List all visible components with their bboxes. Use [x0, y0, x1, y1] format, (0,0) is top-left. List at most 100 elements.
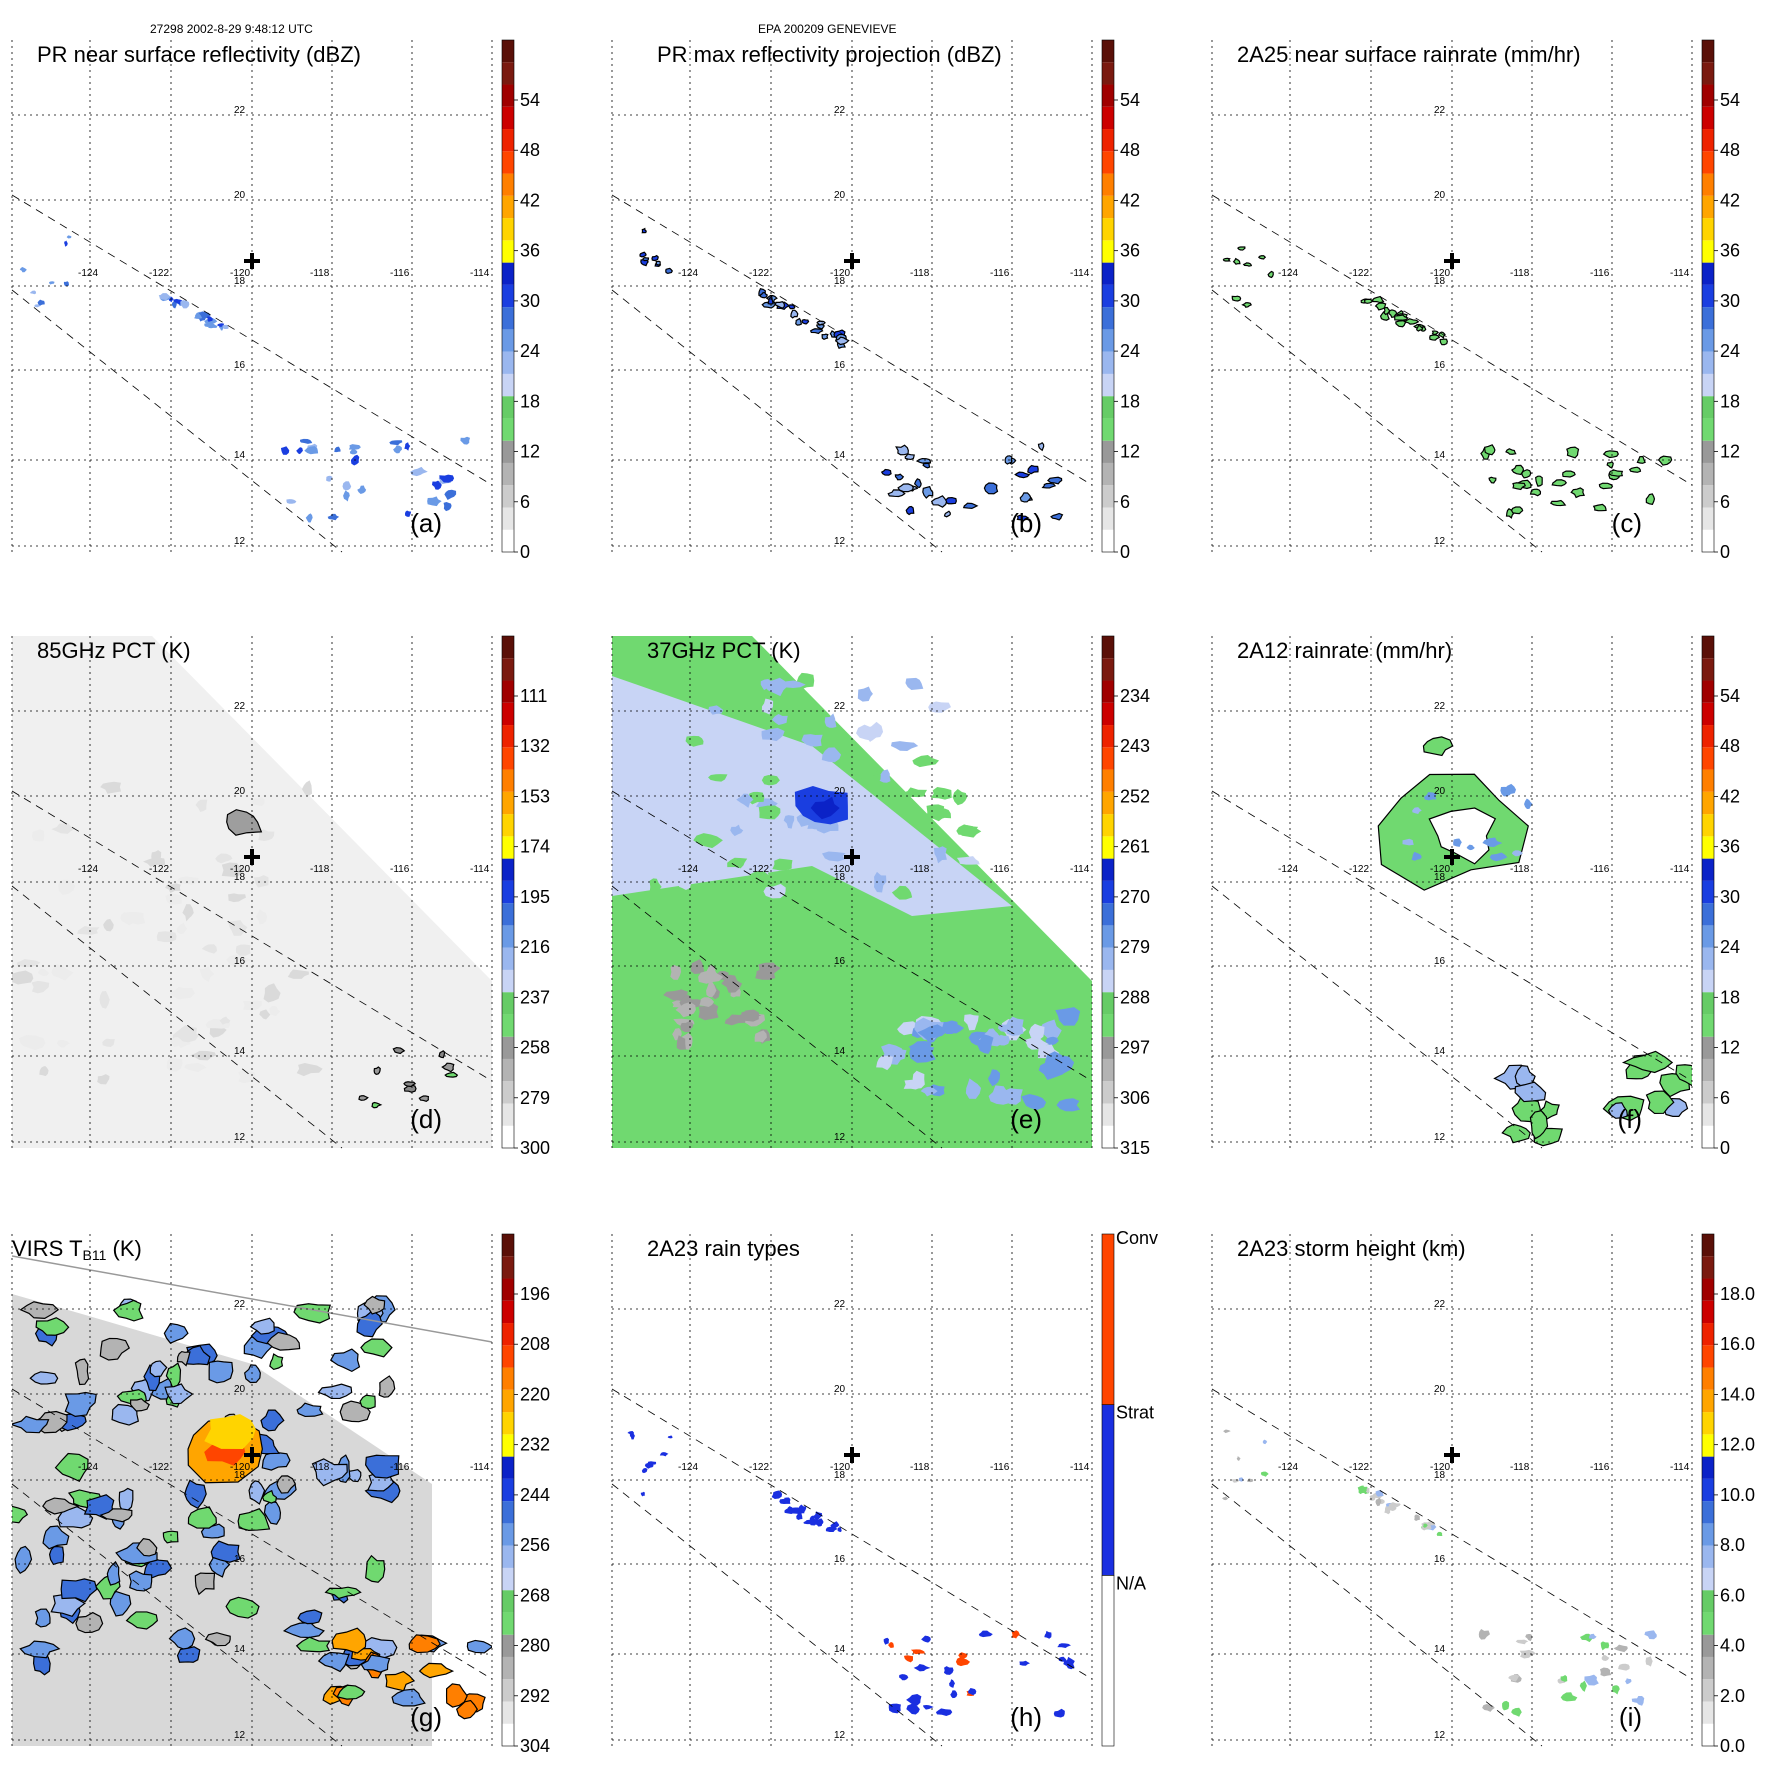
- colorbar-segment: [1102, 373, 1114, 397]
- lat-tick-label: 22: [234, 701, 246, 712]
- virs-cloud-cells: [35, 1317, 70, 1336]
- colorbar-segment: [502, 1103, 514, 1126]
- rain-band-cell: [759, 291, 768, 299]
- southern-rain-cell: [1511, 1707, 1522, 1717]
- pct85-texture: [263, 983, 281, 1003]
- western-rain-cell: [64, 240, 68, 247]
- southern-rain-cell: [967, 1687, 977, 1696]
- virs-cloud-cells: [118, 1487, 134, 1513]
- panel-letter: (i): [1619, 1702, 1642, 1732]
- virs-orbit-edge: [12, 1255, 492, 1343]
- colorbar-segment: [1102, 791, 1114, 815]
- colorbar-tick-label: 54: [1120, 90, 1140, 110]
- rain-band-cell: [1436, 1531, 1443, 1536]
- pct37-southern-rain: [977, 1034, 994, 1054]
- pct37-texture: [761, 698, 774, 715]
- colorbar-tick-label: 220: [520, 1384, 550, 1404]
- swath-edge-north: [1211, 790, 1693, 1082]
- panel-data-layer: [627, 1431, 1075, 1718]
- virs-cloud-cells: [311, 1458, 348, 1487]
- pct37-southern-rain: [1024, 1037, 1050, 1050]
- southern-rain-cell: [906, 1703, 920, 1715]
- storm-center-icon: [844, 1447, 860, 1463]
- pct37-texture: [956, 824, 979, 836]
- colorbar-tick-label: 6: [1120, 492, 1130, 512]
- colorbar-segment: [1702, 1656, 1714, 1680]
- colorbar-tick-label: 18.0: [1720, 1284, 1755, 1304]
- virs-cloud-cells: [317, 1383, 353, 1400]
- colorbar-segment: [1702, 1434, 1714, 1457]
- pct85-low-cells: [373, 1066, 381, 1076]
- pct85-texture: [16, 959, 41, 968]
- lat-tick-label: 12: [834, 1132, 846, 1143]
- colorbar-segment: [1102, 947, 1114, 970]
- colorbar-segment: [1702, 1612, 1714, 1635]
- virs-cloud-cells: [225, 1596, 260, 1619]
- pct85-texture: [97, 1074, 110, 1085]
- virs-cloud-cells: [19, 1640, 61, 1659]
- virs-southern-cells: [391, 1688, 426, 1707]
- pct37-southern-rain: [1039, 1019, 1062, 1042]
- swath-edge-south: [611, 1483, 943, 1747]
- rain-2a12-southern: [1607, 1102, 1629, 1119]
- panel-g: -124 -122 -120 -118 -116 -114 22 20 18 16 14 12 VIRS…: [11, 1233, 550, 1756]
- western-rain-cell: [49, 281, 55, 285]
- southern-rain-cell: [880, 468, 892, 476]
- swath-edge-north: [1211, 1388, 1693, 1680]
- western-rain-cell: [1242, 262, 1253, 267]
- colorbar-tick-label: 6: [1720, 492, 1730, 512]
- colorbar-segment: [502, 1612, 514, 1635]
- panel-a: -124 -122 -120 -118 -116 -114 22 20 18 16 14 12 PR n…: [11, 39, 540, 562]
- southern-rain-cell: [305, 513, 313, 523]
- rain-band-cell: [825, 1526, 838, 1533]
- colorbar-segment: [502, 1523, 514, 1546]
- colorbar-segment: [1702, 747, 1714, 770]
- pct37-texture: [760, 678, 772, 691]
- colorbar-segment: [1702, 925, 1714, 948]
- colorbar-tick-label: 288: [1120, 987, 1150, 1007]
- colorbar-tick-label: 232: [520, 1435, 550, 1455]
- panel-title: 37GHz PCT (K): [647, 638, 801, 663]
- colorbar-tick-label: 42: [1120, 190, 1140, 210]
- pct85-texture: [296, 1063, 323, 1077]
- rain-band-cell: [1429, 334, 1441, 341]
- colorbar-tick-label: 48: [1720, 140, 1740, 160]
- panel-title: 85GHz PCT (K): [37, 638, 191, 663]
- western-rain-cell: [627, 1431, 635, 1435]
- colorbar-segment: [502, 129, 514, 152]
- southern-rain-cell: [922, 462, 931, 469]
- rain-band-cell: [194, 314, 203, 319]
- lon-tick-label: -122: [749, 268, 769, 279]
- colorbar-segment: [1702, 1345, 1714, 1368]
- virs-cloud-cells: [111, 1403, 140, 1426]
- pct37-texture: [912, 755, 940, 768]
- colorbar: 0 6 12 18 24 30 36 42 48 54: [501, 39, 540, 562]
- virs-cloud-cells: [365, 1454, 400, 1479]
- southern-rain-cell: [962, 502, 979, 510]
- colorbar-segment: [502, 440, 514, 463]
- lon-tick-label: -116: [390, 268, 410, 279]
- rain-band-cell: [787, 304, 796, 310]
- colorbar-tick-label: Strat: [1116, 1403, 1154, 1423]
- colorbar-segment: [1702, 725, 1714, 748]
- colorbar-segment: [1702, 658, 1714, 681]
- swath-edge-north: [11, 790, 493, 1082]
- southern-rain-cell: [949, 1679, 955, 1688]
- colorbar-tick-label: 42: [1720, 190, 1740, 210]
- colorbar-segment: [1102, 329, 1114, 352]
- lat-tick-label: 16: [1434, 956, 1446, 967]
- rain-band-cell: [1414, 1514, 1420, 1521]
- colorbar-segment: [502, 462, 514, 486]
- pct85-texture: [99, 990, 110, 1009]
- colorbar-tick-label: 8.0: [1720, 1535, 1745, 1555]
- colorbar-segment: [1102, 462, 1114, 486]
- lon-tick-label: -124: [78, 268, 98, 279]
- virs-cloud-cells: [365, 1554, 386, 1583]
- colorbar-segment: [1102, 836, 1114, 859]
- colorbar-segment: [502, 969, 514, 993]
- colorbar-segment: [502, 284, 514, 308]
- colorbar-segment: [502, 1081, 514, 1104]
- colorbar-segment: [502, 636, 514, 659]
- rain-2a12-core: [1412, 807, 1422, 815]
- lon-tick-label: -120: [230, 864, 250, 875]
